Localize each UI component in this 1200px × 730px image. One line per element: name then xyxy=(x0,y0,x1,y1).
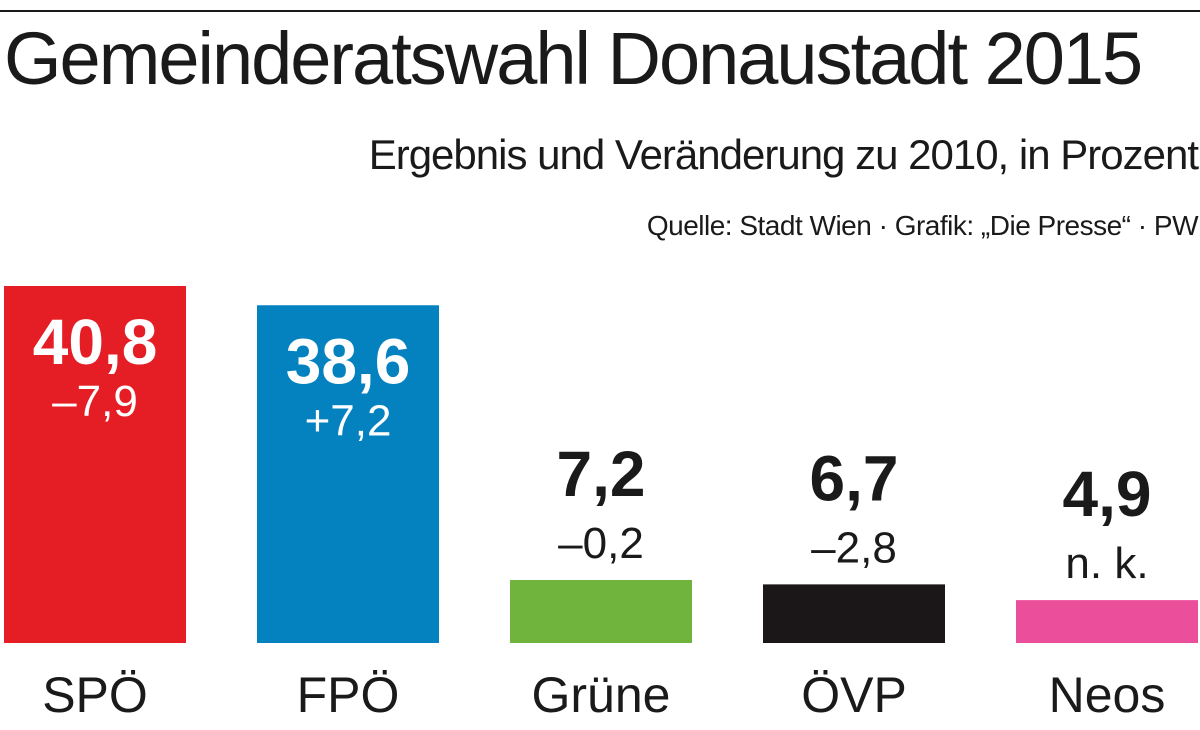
chart-title: Gemeinderatswahl Donaustadt 2015 xyxy=(4,17,1143,100)
value-label-neos: 4,9 xyxy=(1063,458,1152,530)
change-label-neos: n. k. xyxy=(1065,539,1148,588)
category-label-fpö: FPÖ xyxy=(297,667,400,723)
bar-övp xyxy=(763,584,945,643)
value-label-fpö: 38,6 xyxy=(286,325,411,397)
change-label-grüne: –0,2 xyxy=(558,519,644,568)
value-label-grüne: 7,2 xyxy=(557,438,646,510)
value-label-spö: 40,8 xyxy=(33,306,158,378)
change-label-fpö: +7,2 xyxy=(305,396,392,445)
bar-spö xyxy=(4,286,186,643)
category-label-övp: ÖVP xyxy=(801,667,907,723)
change-label-spö: –7,9 xyxy=(52,377,138,426)
category-label-grüne: Grüne xyxy=(532,667,671,723)
category-label-spö: SPÖ xyxy=(42,667,148,723)
bar-fpö xyxy=(257,305,439,643)
bar-neos xyxy=(1016,600,1198,643)
change-label-övp: –2,8 xyxy=(811,523,897,572)
top-rule xyxy=(0,10,1200,12)
chart-source: Quelle: Stadt Wien · Grafik: „Die Presse… xyxy=(646,210,1199,241)
value-label-övp: 6,7 xyxy=(810,442,899,514)
category-label-neos: Neos xyxy=(1049,667,1166,723)
bar-grüne xyxy=(510,580,692,643)
chart-subtitle: Ergebnis und Veränderung zu 2010, in Pro… xyxy=(368,131,1199,178)
